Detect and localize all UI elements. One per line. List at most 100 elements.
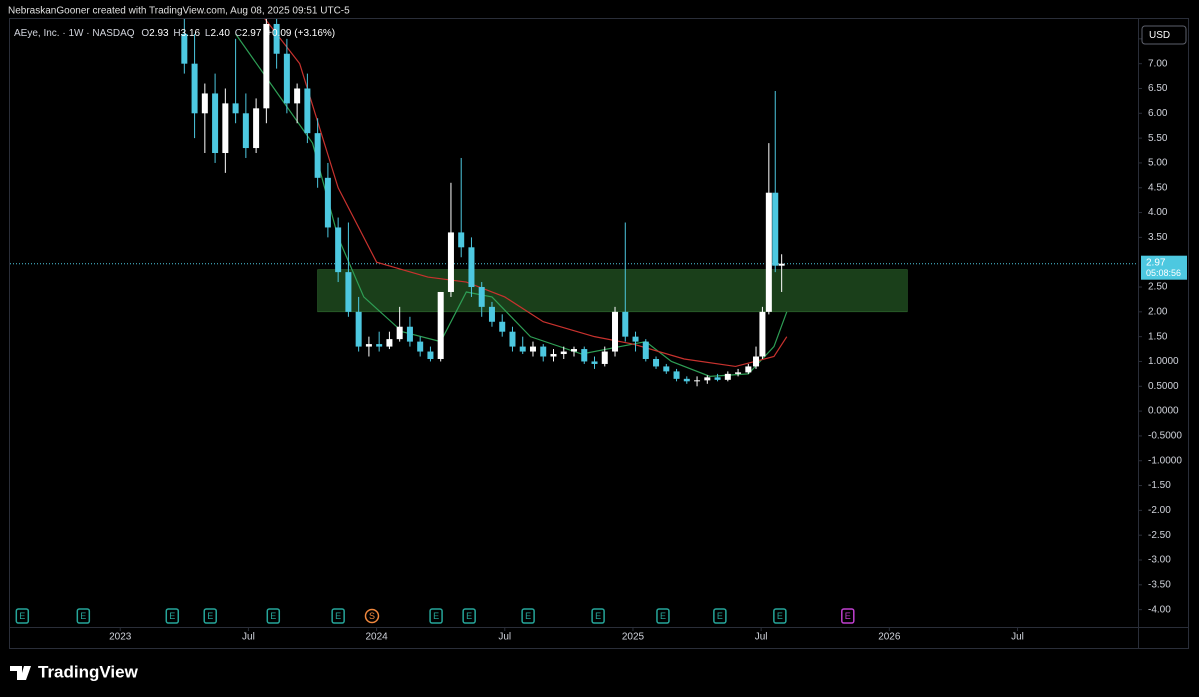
candle-body [355, 311, 362, 347]
event-marker [76, 608, 91, 624]
candle-body [488, 306, 495, 322]
y-tick-label: 0.0000 [1148, 406, 1179, 417]
legend-change: +0.09 (+3.16%) [266, 28, 335, 39]
y-tick-label: 5.00 [1148, 158, 1168, 169]
event-marker [203, 608, 217, 624]
candle-body [345, 272, 352, 312]
candle-body [191, 63, 198, 114]
y-tick-label: -3.50 [1148, 579, 1171, 590]
y-tick-label: 4.50 [1148, 182, 1168, 193]
x-tick-label: Jul [1011, 632, 1024, 643]
y-tick-label: 6.50 [1148, 83, 1168, 94]
candle-body [406, 326, 413, 342]
event-label: E [169, 611, 175, 621]
event-marker [591, 608, 605, 624]
event-marker [521, 608, 535, 624]
candle-body [753, 356, 760, 367]
y-tick-label: -0.5000 [1148, 431, 1182, 442]
candle-body [386, 339, 393, 347]
candle-body [181, 33, 188, 64]
candle-body [778, 263, 785, 266]
candle-body [591, 361, 598, 364]
candle-body [447, 232, 454, 292]
currency[interactable]: USD [1149, 30, 1170, 41]
event-marker [462, 608, 476, 624]
candle-body [294, 88, 301, 104]
currency-button[interactable] [1141, 25, 1187, 45]
moving-average [264, 19, 788, 368]
legend-o-label: O [141, 28, 149, 39]
candle-body [314, 133, 321, 178]
candle-body [581, 349, 588, 362]
candle-body [242, 113, 249, 149]
candle-body [283, 53, 290, 104]
candle-body [724, 373, 731, 380]
candle-body [714, 377, 721, 380]
y-tick-label: -4.00 [1148, 604, 1171, 615]
zone [317, 269, 908, 313]
chart-frame [9, 18, 1189, 649]
legend-h-label: H [173, 28, 180, 39]
event-marker [266, 608, 281, 624]
x-tick-label: 2025 [622, 632, 645, 643]
price-tag-countdown: 05:08:56 [1146, 268, 1181, 278]
candle-body [519, 346, 526, 352]
y-tick-label: -2.50 [1148, 530, 1171, 541]
y-tick-label: 3.50 [1148, 232, 1168, 243]
candle-body [253, 108, 260, 149]
candle-body [437, 291, 444, 359]
header: NebraskanGooner created with TradingView… [8, 6, 350, 17]
event-label: E [433, 611, 439, 621]
x-tick-label: 2024 [365, 632, 388, 643]
candle-body [222, 103, 229, 154]
tradingview-logo [10, 666, 31, 680]
y-tick-label: 2.00 [1148, 306, 1168, 317]
event-label: E [777, 611, 783, 621]
candle-body [499, 321, 506, 332]
event-label: E [845, 611, 851, 621]
candle-body [376, 344, 383, 347]
legend-o-value: 2.93 [149, 28, 169, 39]
candle-body [427, 351, 434, 359]
candle-body [663, 366, 670, 372]
candle-body [612, 311, 619, 352]
event-label: E [525, 611, 531, 621]
candle-body [653, 358, 660, 367]
event-marker [656, 608, 670, 624]
event-marker [15, 608, 30, 624]
candle-body [335, 227, 342, 273]
candle-body [540, 346, 547, 357]
plot-area [10, 19, 1138, 387]
legend-l-label: L [205, 28, 211, 39]
y-tick-label: -3.00 [1148, 555, 1171, 566]
legend-symbol: AEye, Inc. · 1W · NASDAQ [14, 28, 135, 39]
event-marker [364, 608, 380, 624]
moving-average [235, 33, 788, 377]
price-tag-value: 2.97 [1146, 257, 1166, 268]
y-tick-label: 0.5000 [1148, 381, 1179, 392]
event-label: E [270, 611, 276, 621]
event-marker [773, 608, 787, 624]
candle-body [212, 93, 219, 154]
y-tick-label: -1.50 [1148, 480, 1171, 491]
event-label: E [595, 611, 601, 621]
candle-body [468, 247, 475, 288]
candle-body [673, 371, 680, 379]
candle-body [560, 351, 567, 355]
candle-body [201, 93, 208, 114]
candle-body [509, 331, 516, 347]
legend: AEye, Inc. · 1W · NASDAQ O2.93 H3.16 L2.… [14, 28, 335, 39]
x-tick-label: 2023 [109, 632, 132, 643]
candle-body [622, 311, 629, 337]
y-tick-label: 1.50 [1148, 331, 1168, 342]
event-marker [331, 608, 345, 624]
candle-body [704, 377, 711, 381]
candle-body [273, 23, 280, 54]
event-label: E [19, 611, 25, 621]
price-tag [1141, 255, 1187, 280]
candle-body [765, 192, 772, 312]
branding: TradingView [38, 662, 139, 681]
candle-body [772, 192, 779, 266]
